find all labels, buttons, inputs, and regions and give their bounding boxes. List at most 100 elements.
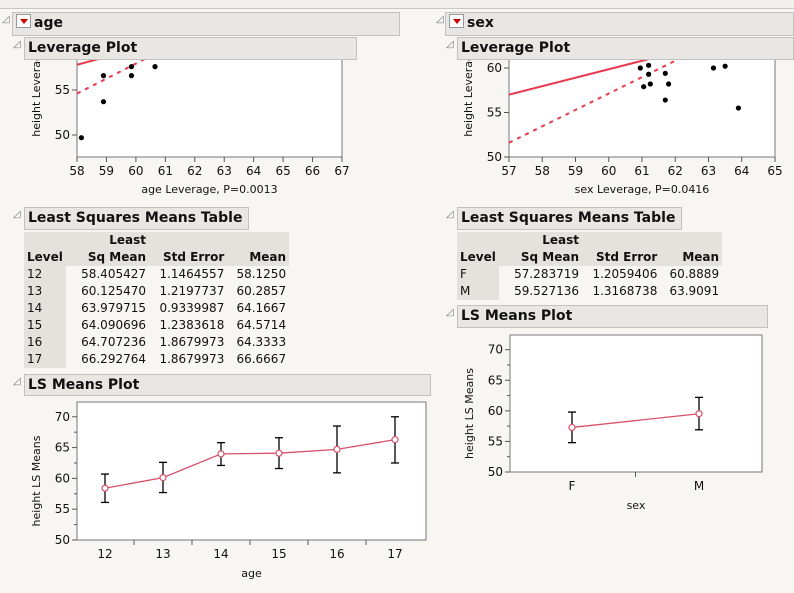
table-cell: 16 (24, 334, 66, 351)
leverage-plot-header[interactable]: Leverage Plot (457, 37, 794, 60)
table-row: M 59.527136 1.3168738 63.9091 (457, 283, 722, 300)
x-tick-label: 61 (158, 164, 173, 178)
data-point (710, 65, 717, 71)
column-header: Sq Mean (498, 249, 582, 266)
leverage-plot-header[interactable]: Leverage Plot (24, 37, 357, 60)
table-row: F 57.283719 1.2059406 60.8889 (457, 266, 722, 283)
fit-line (509, 58, 649, 96)
disclosure-triangle-icon[interactable]: ◿ (13, 376, 21, 387)
column-header: Mean (227, 249, 290, 266)
ls-mean-point (695, 410, 703, 418)
disclosure-triangle-icon[interactable]: ◿ (2, 14, 10, 25)
plot-area (77, 56, 158, 141)
data-point (100, 99, 107, 105)
outline-header-sex[interactable]: sex (445, 12, 794, 36)
table-cell: 17 (24, 351, 66, 368)
x-tick-label: 65 (275, 164, 290, 178)
ls-means-plot-header[interactable]: LS Means Plot (457, 305, 768, 328)
x-tick-label: 64 (246, 164, 261, 178)
x-tick-label: 67 (334, 164, 349, 178)
table-cell: F (457, 266, 499, 283)
x-tick-label: 16 (329, 547, 344, 561)
y-tick-label: 55 (55, 502, 70, 516)
x-tick-label: 12 (97, 547, 112, 561)
table-cell: 15 (24, 317, 66, 334)
y-tick-label: 50 (488, 465, 503, 479)
table-cell: 0.9339987 (159, 301, 225, 315)
data-point (666, 81, 672, 87)
table-cell: 57.283719 (514, 267, 579, 281)
x-tick-label: 59 (568, 164, 583, 178)
y-tick-label: 65 (55, 441, 70, 455)
table-cell: 59.527136 (514, 284, 579, 298)
plot-frame (509, 334, 763, 473)
lsm-table-header[interactable]: Least Squares Means Table (24, 207, 249, 230)
x-tick-label: 59 (99, 164, 114, 178)
table-cell: 1.2197737 (159, 284, 225, 298)
x-tick-label: M (694, 479, 704, 493)
x-axis-label: age (241, 567, 262, 580)
table-cell: 64.707236 (81, 335, 146, 349)
lsm-table-sex: Least Level Sq Mean Std Error Mean F 57.2837… (457, 232, 723, 300)
data-point (722, 63, 728, 69)
data-point (735, 105, 742, 111)
plot-area (509, 58, 742, 144)
table-cell: 63.9091 (669, 284, 720, 298)
x-tick-label: 58 (69, 164, 84, 178)
x-tick-label: 60 (128, 164, 143, 178)
table-cell: 1.3168738 (592, 284, 658, 298)
ls-mean-point (101, 484, 109, 492)
ls-mean-point (275, 449, 283, 457)
y-tick-label: 55 (55, 83, 70, 97)
x-tick-label: 61 (634, 164, 649, 178)
lsm-table-header[interactable]: Least Squares Means Table (457, 207, 682, 230)
x-tick-label: 63 (217, 164, 232, 178)
disclosure-triangle-icon[interactable]: ◿ (446, 39, 454, 50)
y-tick-label: 60 (55, 471, 70, 485)
column-header: Sq Mean (65, 249, 149, 266)
data-point (647, 81, 653, 87)
column-header: Std Error (582, 249, 661, 266)
y-axis-label: height LS Means (30, 435, 43, 526)
column-header: Least (65, 232, 149, 249)
ls-means-line (104, 438, 396, 489)
ls-mean-point (391, 436, 399, 444)
ls-mean-point (568, 423, 576, 432)
x-tick-label: 66 (305, 164, 320, 178)
lsm-table-age: Least Level Sq Mean Std Error Mean 12 58.405… (24, 232, 290, 368)
section-title: age (34, 15, 63, 31)
red-triangle-menu-icon[interactable] (449, 14, 464, 28)
disclosure-triangle-icon[interactable]: ◿ (13, 39, 21, 50)
disclosure-triangle-icon[interactable]: ◿ (446, 307, 454, 318)
table-cell: 60.125470 (81, 284, 146, 298)
disclosure-triangle-icon[interactable]: ◿ (13, 209, 21, 220)
data-point (646, 71, 652, 77)
column-header: Level (457, 249, 499, 266)
table-row: 15 64.090696 1.2383618 64.5714 (24, 317, 289, 334)
table-cell: 58.1250 (236, 267, 287, 281)
column-header: Mean (660, 249, 723, 266)
disclosure-triangle-icon[interactable]: ◿ (436, 14, 444, 25)
outline-header-age[interactable]: age (12, 12, 400, 36)
y-tick-label: 65 (488, 373, 503, 387)
ls-mean-point (217, 450, 225, 458)
table-cell: 64.1667 (236, 301, 287, 315)
disclosure-triangle-icon[interactable]: ◿ (446, 209, 454, 220)
ls-mean-point (333, 445, 341, 453)
table-cell: 13 (24, 283, 66, 300)
y-axis-label: height Leverage (30, 47, 43, 137)
x-tick-label: 15 (271, 547, 286, 561)
x-tick-label: 13 (155, 547, 170, 561)
table-row: 13 60.125470 1.2197737 60.2857 (24, 283, 289, 300)
data-point (646, 62, 652, 68)
x-tick-label: 17 (387, 547, 402, 561)
x-axis-label: sex Leverage, P=0.0416 (575, 183, 710, 196)
table-cell: 12 (24, 266, 66, 283)
x-tick-label: F (569, 479, 576, 493)
red-triangle-menu-icon[interactable] (16, 14, 31, 28)
table-row: 16 64.707236 1.8679973 64.3333 (24, 334, 289, 351)
column-header: Least (498, 232, 582, 249)
ls-means-plot-header[interactable]: LS Means Plot (24, 374, 431, 396)
table-cell: 60.2857 (236, 284, 287, 298)
